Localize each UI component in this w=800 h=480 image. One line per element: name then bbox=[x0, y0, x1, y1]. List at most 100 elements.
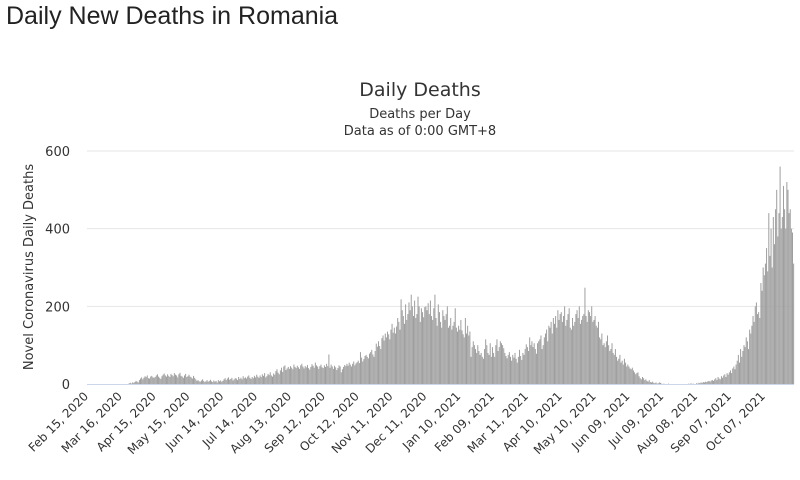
bar bbox=[305, 367, 307, 384]
bar bbox=[373, 356, 375, 384]
bar bbox=[442, 310, 444, 384]
bar bbox=[539, 339, 541, 384]
bar bbox=[369, 353, 370, 384]
bar bbox=[405, 304, 407, 384]
bar bbox=[719, 379, 721, 384]
bar bbox=[338, 365, 340, 384]
bar bbox=[440, 321, 442, 384]
bar bbox=[256, 374, 258, 384]
bar bbox=[433, 308, 435, 384]
bar bbox=[455, 327, 457, 384]
bar bbox=[427, 303, 429, 384]
bar bbox=[156, 374, 158, 384]
bar bbox=[445, 314, 447, 384]
bar bbox=[584, 287, 586, 384]
bar bbox=[283, 366, 285, 384]
bar bbox=[625, 362, 627, 384]
bar bbox=[226, 378, 228, 384]
bar bbox=[328, 354, 330, 384]
bar bbox=[637, 372, 639, 384]
bar bbox=[329, 367, 331, 384]
bar bbox=[787, 189, 789, 384]
bar bbox=[376, 346, 378, 384]
bar bbox=[367, 358, 369, 384]
bar bbox=[573, 325, 575, 384]
bar bbox=[331, 366, 333, 384]
bar bbox=[727, 374, 729, 384]
bar bbox=[644, 380, 646, 384]
bar bbox=[773, 244, 775, 384]
bar bbox=[555, 316, 557, 384]
bar bbox=[182, 377, 184, 384]
bar bbox=[704, 382, 706, 384]
bar bbox=[410, 294, 412, 384]
bar bbox=[778, 213, 780, 384]
bar bbox=[238, 377, 240, 384]
bar bbox=[690, 383, 692, 384]
bar bbox=[546, 329, 548, 384]
bar bbox=[558, 319, 560, 384]
bar bbox=[652, 381, 654, 384]
bar bbox=[709, 381, 711, 384]
bar bbox=[311, 364, 313, 384]
bar bbox=[417, 296, 419, 385]
bar bbox=[190, 377, 192, 384]
bar bbox=[632, 370, 634, 384]
bar bbox=[714, 379, 716, 384]
bar bbox=[164, 375, 166, 384]
bar bbox=[159, 377, 161, 384]
bar bbox=[740, 349, 742, 384]
bar bbox=[147, 378, 149, 384]
bar bbox=[198, 381, 200, 384]
bar bbox=[596, 327, 598, 384]
bar bbox=[754, 306, 756, 384]
bar bbox=[572, 317, 574, 384]
bar bbox=[524, 349, 526, 384]
bar bbox=[463, 337, 465, 384]
bar bbox=[537, 343, 539, 384]
bar bbox=[197, 380, 199, 384]
bar bbox=[699, 383, 701, 384]
bar bbox=[599, 337, 601, 384]
bar bbox=[244, 377, 246, 384]
bar bbox=[729, 370, 731, 384]
bar bbox=[248, 375, 250, 384]
bar bbox=[212, 382, 214, 384]
bar bbox=[497, 350, 499, 384]
bar bbox=[345, 366, 347, 384]
bar bbox=[450, 317, 452, 384]
bar bbox=[209, 379, 211, 384]
bar bbox=[559, 314, 561, 384]
bar bbox=[362, 361, 364, 384]
bar bbox=[142, 379, 144, 384]
bar bbox=[178, 374, 180, 384]
bar bbox=[451, 329, 453, 384]
bar bbox=[279, 370, 281, 384]
bar bbox=[400, 299, 402, 384]
bar bbox=[617, 360, 619, 384]
bar bbox=[755, 302, 757, 384]
bar bbox=[725, 377, 727, 384]
bar bbox=[556, 327, 558, 384]
bar bbox=[538, 341, 540, 384]
bar bbox=[511, 360, 513, 384]
bar bbox=[191, 378, 193, 384]
bar bbox=[252, 378, 254, 384]
bar bbox=[620, 362, 622, 384]
bar bbox=[553, 323, 555, 384]
bar bbox=[698, 382, 700, 384]
bar bbox=[649, 382, 651, 384]
bar bbox=[407, 314, 409, 384]
bar bbox=[764, 263, 766, 384]
bar bbox=[243, 378, 245, 384]
bar bbox=[525, 344, 527, 384]
bar bbox=[425, 306, 427, 384]
bar bbox=[358, 363, 360, 384]
bar bbox=[361, 357, 363, 384]
bar bbox=[356, 362, 358, 384]
bar bbox=[582, 316, 584, 384]
bar bbox=[207, 381, 209, 384]
bar bbox=[600, 339, 602, 384]
bar bbox=[717, 377, 719, 384]
